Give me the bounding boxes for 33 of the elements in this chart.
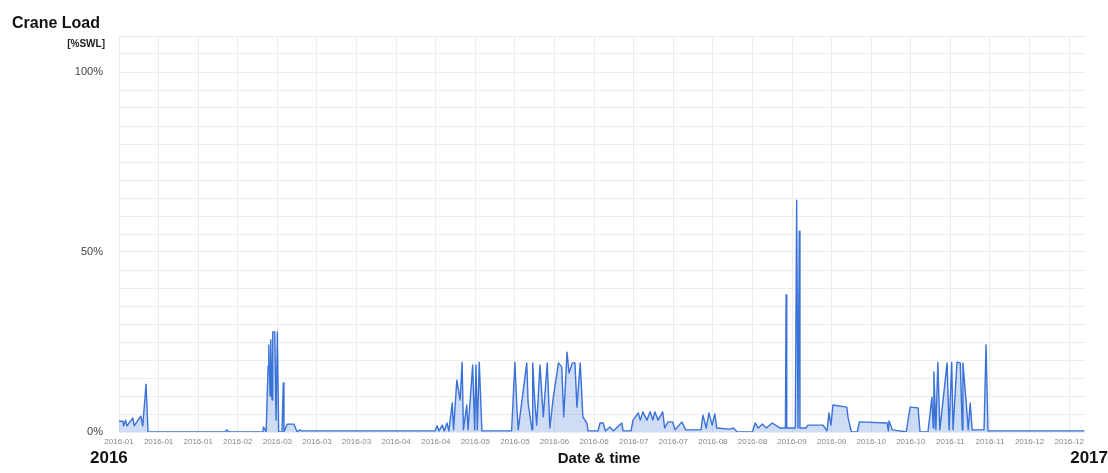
x-axis-title: Date & time xyxy=(557,449,641,466)
y-tick-label: 50% xyxy=(80,245,104,258)
x-tick-label: 2016-06 xyxy=(579,437,610,446)
x-tick-label: 2016-03 xyxy=(302,437,333,446)
x-tick-label: 2016-02 xyxy=(223,437,253,446)
x-tick-label: 2016-06 xyxy=(539,437,570,446)
x-tick-label: 2016-10 xyxy=(896,437,927,446)
y-axis-title: [%SWL] xyxy=(67,38,105,49)
x-tick-label: 2016-12 xyxy=(1054,437,1085,446)
x-tick-label: 2016-07 xyxy=(658,437,689,446)
x-tick-label: 2016-08 xyxy=(698,437,729,446)
text: 2017 xyxy=(1070,448,1108,468)
x-tick-label: 2016-01 xyxy=(183,437,214,446)
x-tick-label: 2016-01 xyxy=(104,437,135,446)
x-tick-label: 2016-04 xyxy=(421,437,451,446)
x-tick-label: 2016-04 xyxy=(381,437,412,446)
chart-title: Crane Load xyxy=(12,14,101,32)
x-tick-label: 2016-09 xyxy=(777,437,808,446)
x-tick-label: 2016-11 xyxy=(936,437,966,446)
x-tick-label: 2016-05 xyxy=(460,437,491,446)
x-tick-label: 2016-07 xyxy=(618,437,649,446)
x-tick-label: 2016-11 xyxy=(975,437,1005,446)
y-tick-label: 0% xyxy=(87,425,104,438)
x-tick-label: 2016-12 xyxy=(1014,437,1045,446)
text: 2016 xyxy=(90,448,128,468)
x-tick-label: 2016-03 xyxy=(262,437,293,446)
x-tick-label: 2016-01 xyxy=(143,437,174,446)
x-tick-label: 2016-10 xyxy=(856,437,887,446)
x-tick-label: 2016-05 xyxy=(500,437,531,446)
x-tick-label: 2016-03 xyxy=(341,437,372,446)
y-tick-label: 100% xyxy=(74,65,104,78)
x-tick-label: 2016-08 xyxy=(737,437,768,446)
x-tick-label: 2016-09 xyxy=(816,437,847,446)
